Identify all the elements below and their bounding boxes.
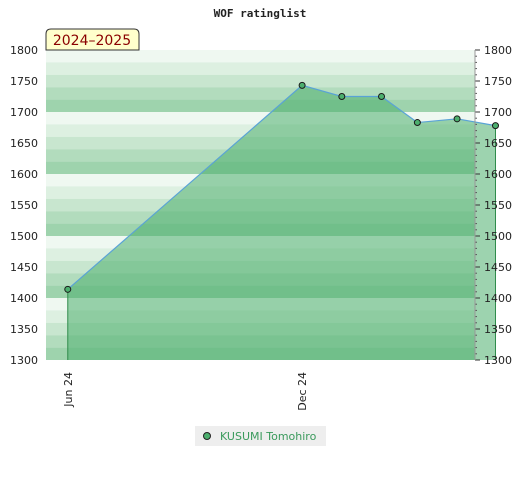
y-tick-label-right: 1600 <box>484 168 512 181</box>
data-point-marker <box>64 285 72 293</box>
legend-label: KUSUMI Tomohiro <box>220 429 317 443</box>
background-band <box>46 62 475 75</box>
season-badge: 2024–2025 <box>45 28 140 51</box>
x-tick-label: Dec 24 <box>296 372 309 411</box>
rating-area-fill <box>67 85 496 360</box>
data-point-marker <box>298 81 306 89</box>
background-band <box>46 99 475 112</box>
y-tick-label-left: 1500 <box>10 230 38 243</box>
y-tick-label-left: 1550 <box>10 199 38 212</box>
y-tick-label-right: 1400 <box>484 292 512 305</box>
x-axis: Jun 24 Dec 24 <box>62 372 309 411</box>
y-tick-label-right: 1500 <box>484 230 512 243</box>
y-tick-label-left: 1300 <box>10 354 38 367</box>
y-axis-left: 1300 1350 1400 1450 1500 1550 1600 1650 1700 1750… <box>10 44 38 367</box>
y-tick-label-right: 1350 <box>484 323 512 336</box>
y-tick-label-right: 1750 <box>484 75 512 88</box>
data-point-marker <box>453 115 461 123</box>
y-axis-right: 1300 1350 1400 1450 1500 1550 1600 1650 1700 1750… <box>474 44 512 367</box>
season-label: 2024–2025 <box>53 33 131 49</box>
y-tick-label-left: 1450 <box>10 261 38 274</box>
y-tick-label-left: 1600 <box>10 168 38 181</box>
y-tick-label-right: 1550 <box>484 199 512 212</box>
data-markers <box>64 81 499 293</box>
y-tick-label-left: 1350 <box>10 323 38 336</box>
y-tick-label-right: 1450 <box>484 261 512 274</box>
data-point-marker <box>491 122 499 130</box>
y-tick-label-left: 1750 <box>10 75 38 88</box>
y-tick-label-right: 1300 <box>484 354 512 367</box>
y-tick-label-left: 1400 <box>10 292 38 305</box>
background-band <box>46 74 475 88</box>
y-tick-label-left: 1800 <box>10 44 38 57</box>
chart-title: WOF ratinglist <box>214 7 307 20</box>
data-point-marker <box>413 119 421 127</box>
y-tick-label-left: 1700 <box>10 106 38 119</box>
legend-marker-icon <box>203 432 211 440</box>
y-tick-label-left: 1650 <box>10 137 38 150</box>
y-tick-label-right: 1650 <box>484 137 512 150</box>
data-point-marker <box>378 93 386 100</box>
legend[interactable]: KUSUMI Tomohiro <box>195 426 326 446</box>
background-band <box>46 50 475 63</box>
y-tick-label-right: 1700 <box>484 106 512 119</box>
y-tick-label-right: 1800 <box>484 44 512 57</box>
data-point-marker <box>338 93 346 100</box>
background-band <box>46 87 475 100</box>
x-tick-label: Jun 24 <box>62 372 75 408</box>
